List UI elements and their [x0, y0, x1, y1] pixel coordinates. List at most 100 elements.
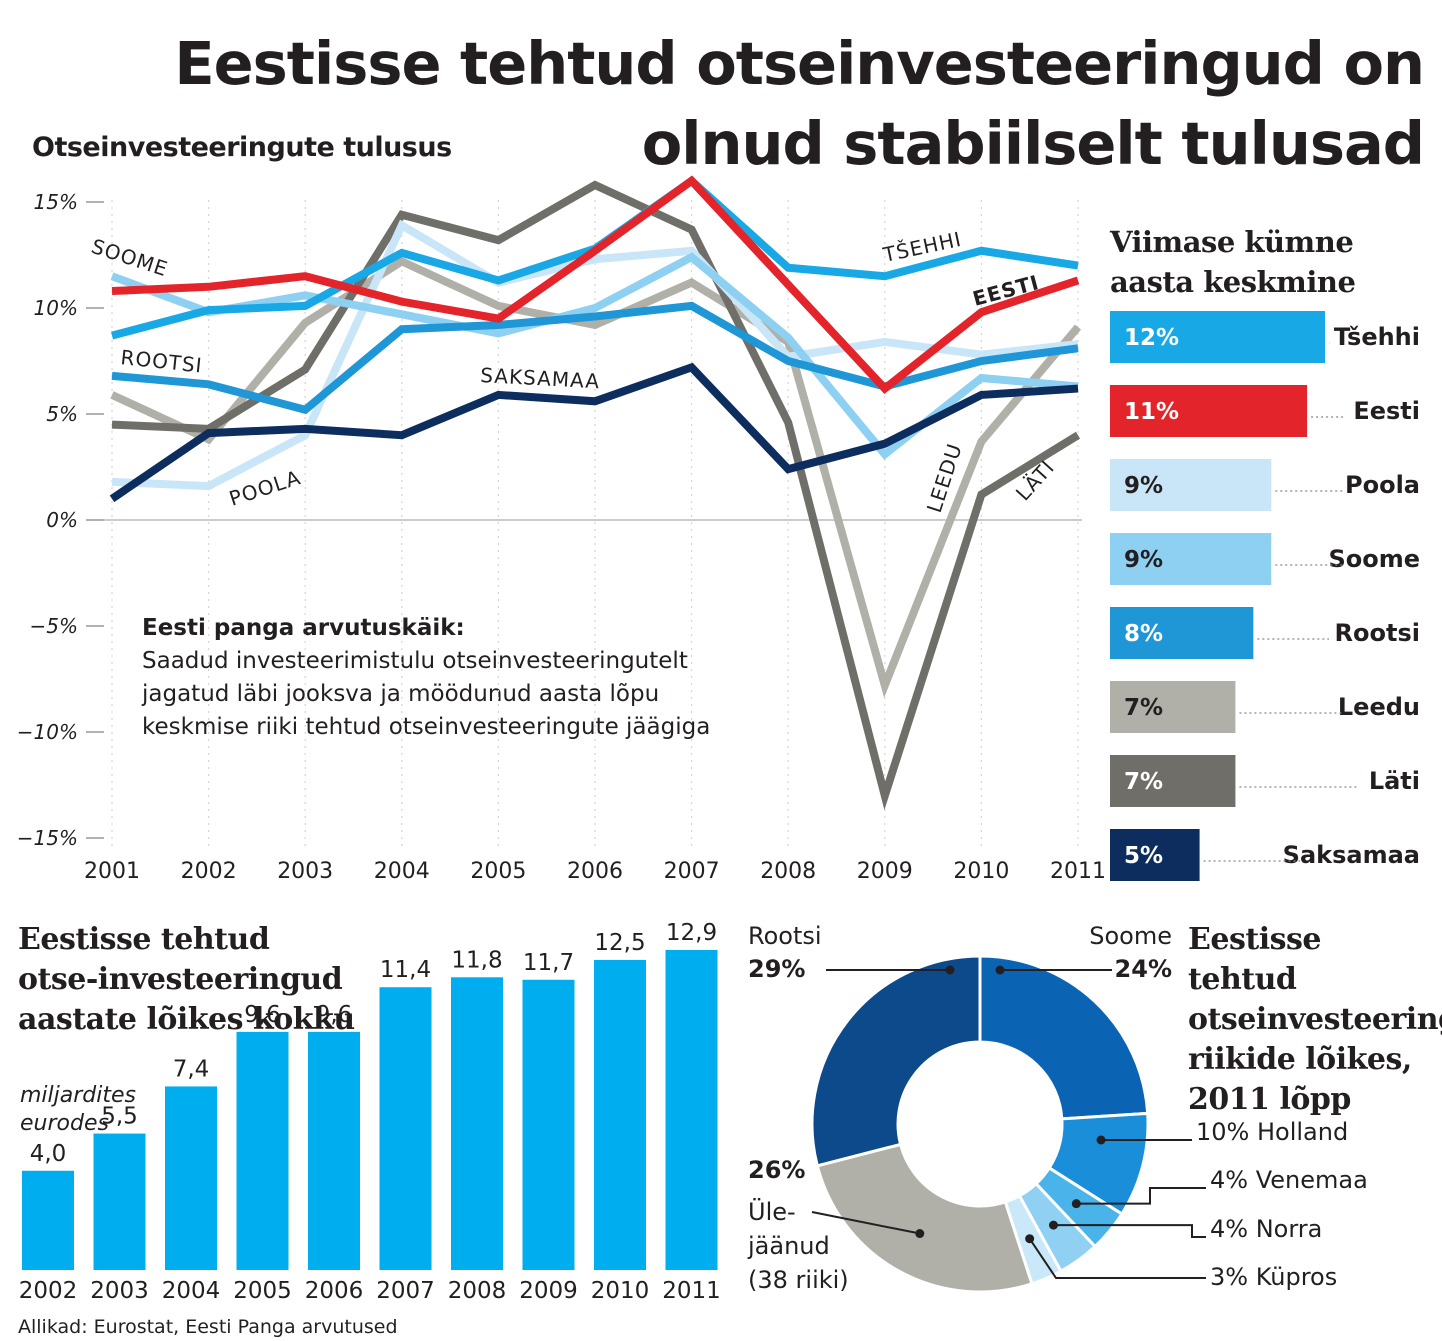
- bar-value-label: 12,5: [594, 930, 645, 956]
- donut-label-soome: 24%: [1115, 955, 1172, 983]
- x-tick-label: 2011: [1050, 859, 1106, 884]
- bar-chart-title: Eestisse tehtud otse-investeeringud aast…: [18, 922, 355, 1037]
- x-tick-label: 2003: [277, 859, 333, 884]
- donut-label-rest: 26%: [748, 1156, 805, 1184]
- year-bar: [308, 1031, 360, 1270]
- y-tick-label: 10%: [34, 296, 78, 320]
- x-tick-label: 2007: [664, 859, 720, 884]
- donut-label-rest-name: (38 riiki): [748, 1266, 849, 1294]
- donut-chart-title: Eestisse tehtud otseinvesteeringud riiki…: [1188, 922, 1442, 1117]
- x-tick-label: 2002: [181, 859, 237, 884]
- method-note-line: jagatud läbi jooksva ja möödunud aasta l…: [142, 681, 660, 707]
- x-tick-label: 2008: [760, 859, 816, 884]
- bar-value-label: 5,5: [101, 1104, 138, 1130]
- series-line-rootsi: [111, 301, 1079, 415]
- bar-year-label: 2004: [162, 1278, 221, 1304]
- bar-year-label: 2008: [448, 1278, 507, 1304]
- x-tick-label: 2006: [567, 859, 623, 884]
- bar-year-label: 2011: [662, 1278, 721, 1304]
- average-country-label: Soome: [1328, 545, 1420, 573]
- donut-label-soome-name: Soome: [1089, 922, 1172, 950]
- leader-dot: [1071, 1199, 1081, 1209]
- donut-leader-norra: [1053, 1224, 1206, 1238]
- leader-dot: [1048, 1220, 1058, 1230]
- average-chart-title: Viimase kümne aasta keskmine: [1110, 225, 1356, 299]
- y-tick-label: 0%: [46, 508, 78, 532]
- method-note-title: Eesti panga arvutuskäik:: [142, 615, 465, 641]
- donut-slice: [978, 954, 1150, 1121]
- series-line-eesti: [111, 175, 1080, 394]
- average-bar: [1110, 459, 1272, 511]
- bar-year-label: 2003: [90, 1278, 149, 1304]
- average-bar-label: 5%: [1124, 843, 1163, 869]
- bar-value-label: 11,4: [380, 957, 431, 983]
- donut-label-venemaa: 4% Venemaa: [1210, 1166, 1368, 1194]
- bar-value-label: 11,7: [523, 950, 574, 976]
- average-bar: [1110, 829, 1200, 881]
- line-chart-title: Otseinvesteeringute tulusus: [32, 132, 452, 163]
- average-country-label: Saksamaa: [1283, 841, 1420, 869]
- donut-label-kypros: 3% Küpros: [1210, 1263, 1337, 1291]
- donut-label-norra: 4% Norra: [1210, 1215, 1322, 1243]
- donut-slice: [815, 1142, 1034, 1294]
- donut-label-holland: 10% Holland: [1196, 1118, 1348, 1146]
- average-country-label: Eesti: [1353, 397, 1420, 425]
- y-tick-label: 5%: [46, 402, 78, 426]
- leader-dot: [1096, 1135, 1106, 1145]
- series-label-läti: LÄTI: [1011, 455, 1060, 505]
- average-bar: [1110, 681, 1236, 733]
- year-bar: [165, 1086, 217, 1270]
- average-bar: [1110, 385, 1308, 437]
- page-title: Eestisse tehtud otseinvesteeringud on ol…: [174, 29, 1425, 178]
- average-bar-label: 9%: [1124, 473, 1163, 499]
- x-tick-label: 2004: [374, 859, 430, 884]
- bar-year-label: 2005: [233, 1278, 292, 1304]
- average-bar: [1110, 755, 1236, 807]
- leader-dot: [945, 965, 955, 975]
- y-tick-label: −10%: [17, 720, 78, 744]
- sources-note: Allikad: Eurostat, Eesti Panga arvutused: [18, 1316, 398, 1338]
- donut-leader-rest: [811, 1211, 920, 1235]
- year-bar: [522, 979, 575, 1270]
- year-bar: [451, 977, 503, 1270]
- bar-chart-unit: miljardites eurodes: [20, 1083, 136, 1136]
- series-line-saksamaa: [109, 362, 1079, 503]
- donut-label-rootsi-name: Rootsi: [748, 922, 822, 950]
- series-label-rootsi: ROOTSI: [119, 345, 203, 377]
- bar-year-label: 2009: [519, 1278, 578, 1304]
- year-bar: [379, 987, 432, 1270]
- bar-year-label: 2002: [19, 1278, 78, 1304]
- bar-value-label: 9,6: [244, 1002, 281, 1028]
- donut-leader-kypros: [1028, 1238, 1206, 1279]
- year-bar: [236, 1031, 289, 1270]
- bar-value-label: 7,4: [173, 1056, 210, 1082]
- bar-value-label: 4,0: [30, 1141, 67, 1167]
- donut-label-rest-name: jäänud: [747, 1232, 830, 1260]
- average-country-label: Leedu: [1338, 693, 1420, 721]
- bar-year-label: 2010: [591, 1278, 650, 1304]
- bar-value-label: 12,9: [666, 920, 717, 946]
- year-bar: [665, 950, 718, 1270]
- series-label-saksamaa: SAKSAMAA: [480, 363, 601, 393]
- x-tick-label: 2010: [953, 859, 1009, 884]
- series-line-leedu: [110, 256, 1082, 698]
- method-note-line: keskmise riiki tehtud otseinvesteeringut…: [142, 714, 711, 740]
- bar-year-label: 2007: [376, 1278, 435, 1304]
- x-tick-label: 2009: [857, 859, 913, 884]
- average-bar-label: 7%: [1124, 695, 1163, 721]
- average-bar: [1110, 607, 1254, 659]
- method-note: Eesti panga arvutuskäik: Saadud investee…: [142, 612, 842, 744]
- leader-dot: [1025, 1234, 1035, 1244]
- average-bar-label: 8%: [1124, 621, 1163, 647]
- average-bar-label: 9%: [1124, 547, 1163, 573]
- average-bar-label: 7%: [1124, 769, 1163, 795]
- method-note-line: Saadud investeerimistulu otseinvesteerin…: [142, 648, 688, 674]
- average-bar-label: 12%: [1124, 325, 1179, 351]
- average-bar: [1110, 533, 1272, 585]
- average-bar-label: 11%: [1124, 399, 1179, 425]
- bar-value-label: 11,8: [451, 947, 502, 973]
- average-bar: [1110, 311, 1325, 363]
- y-tick-label: 15%: [34, 190, 78, 214]
- bar-value-label: 9,6: [316, 1002, 353, 1028]
